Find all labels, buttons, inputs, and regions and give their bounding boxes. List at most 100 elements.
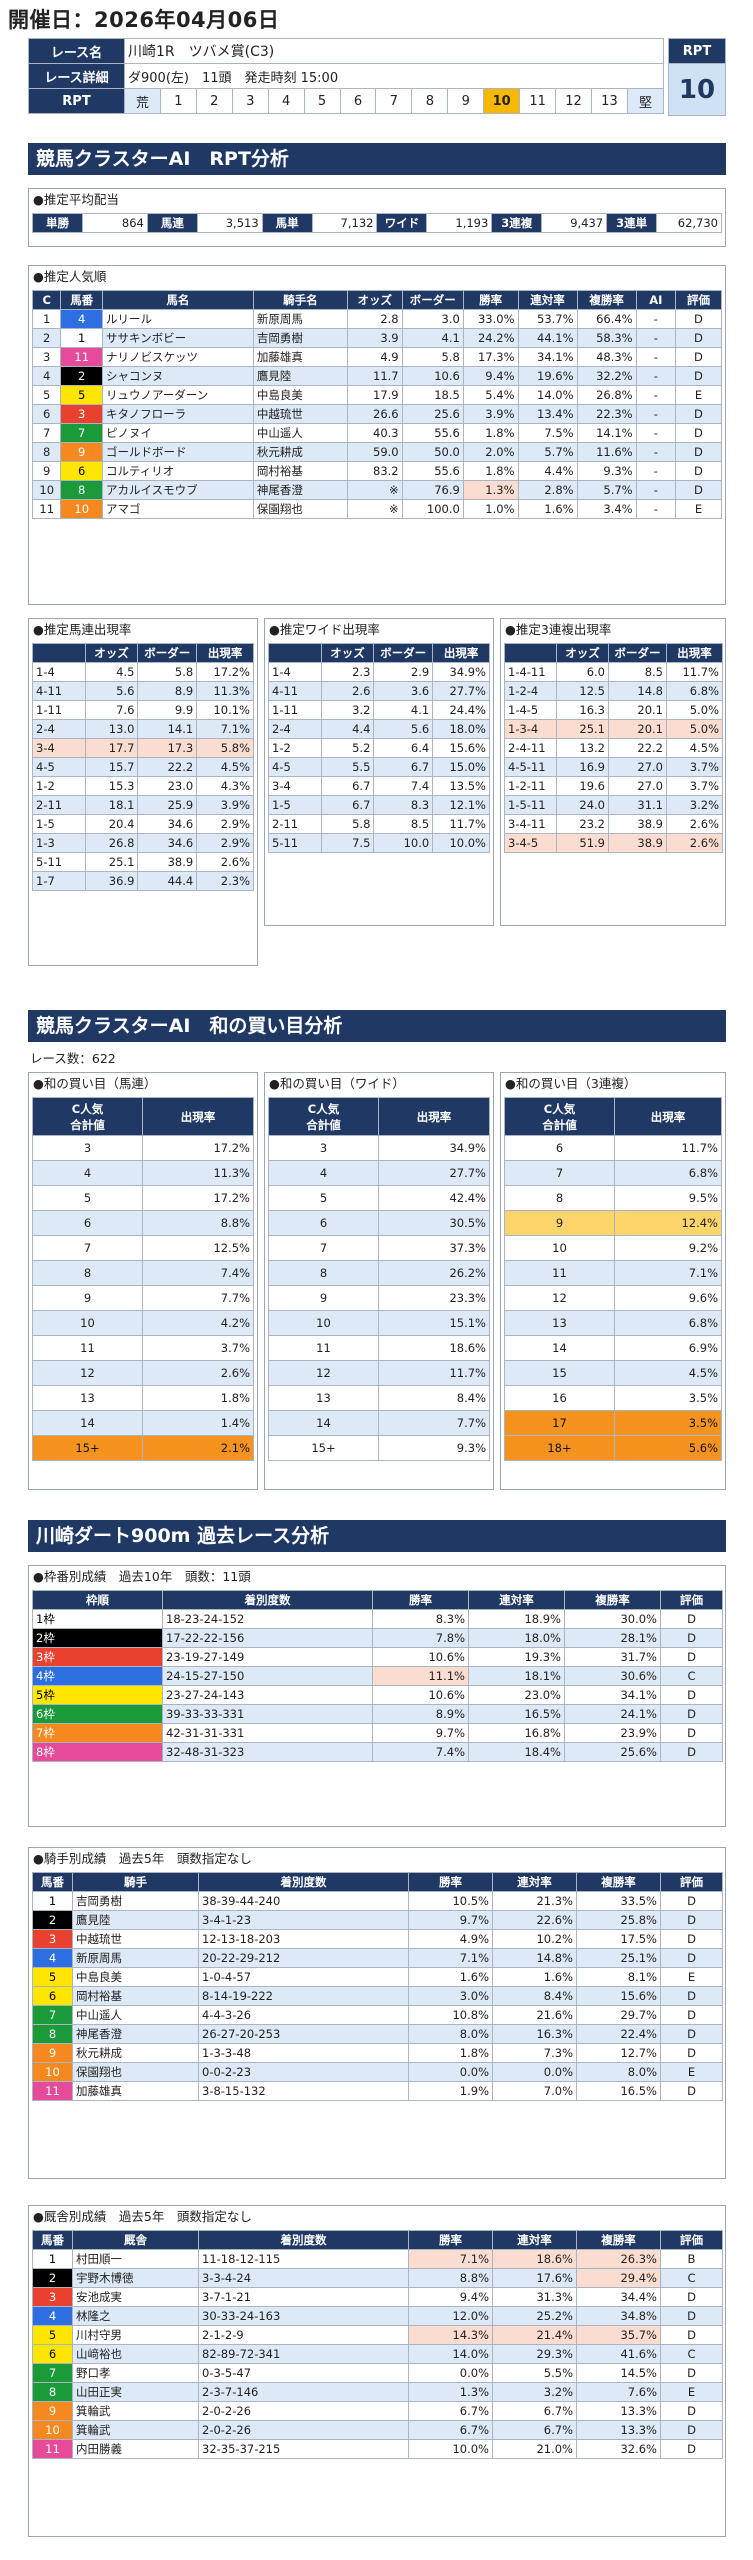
- table-cell: 1-3-4: [504, 719, 557, 739]
- table-cell: 23.0: [137, 776, 198, 796]
- table-cell: 25.6%: [564, 1742, 661, 1762]
- column-header: 着別度数: [162, 1590, 373, 1610]
- table-cell: D: [660, 1609, 723, 1629]
- table-cell: 37.3%: [378, 1235, 490, 1261]
- table-cell: 12: [32, 1360, 143, 1386]
- table-cell: 岡村裕基: [252, 461, 348, 481]
- table-row: 7 6.8%: [504, 1160, 722, 1186]
- table-cell: 6: [32, 1210, 143, 1236]
- column-header: ボーダー: [373, 643, 434, 663]
- table-cell: 8: [268, 1260, 379, 1286]
- table-cell: 野口孝: [72, 2363, 199, 2383]
- table-cell: 83.2: [346, 461, 403, 481]
- table-cell: 42.4%: [378, 1185, 490, 1211]
- table-cell: 2-11: [268, 814, 322, 834]
- table-cell: D: [660, 2005, 723, 2025]
- table-row: 6 11.7%: [504, 1135, 722, 1161]
- table-row: 7 7 ピノヌイ 中山遥人 40.3 55.6 1.8% 7.5% 14.1% - D: [31, 423, 723, 443]
- table-row: 5 川村守男 2-1-2-9 14.3% 21.4% 35.7% D: [32, 2325, 723, 2345]
- table-row: 1-11 3.2 4.1 24.4%: [268, 700, 490, 720]
- table-row: 4-11 5.6 8.9 11.3%: [32, 681, 254, 701]
- table-cell: 6: [504, 1135, 615, 1161]
- table-cell: 18.4%: [468, 1742, 565, 1762]
- table-cell: 山﨑裕也: [72, 2344, 199, 2364]
- table-cell: D: [660, 2401, 723, 2421]
- table-cell: 11: [32, 2439, 73, 2459]
- table-cell: -: [635, 328, 676, 348]
- table-cell: 1-4: [32, 662, 86, 682]
- column-header: 勝率: [408, 1872, 493, 1892]
- table-cell: 0.0%: [492, 2062, 577, 2082]
- table-cell: 7.7%: [378, 1410, 490, 1436]
- table-cell: 8.0%: [576, 2062, 661, 2082]
- table-cell: 内田勝義: [72, 2439, 199, 2459]
- table-cell: 吉岡勇樹: [252, 328, 348, 348]
- column-header: 馬番: [32, 2230, 73, 2250]
- table-row: 13 8.4%: [268, 1385, 490, 1411]
- table-cell: 22.2: [137, 757, 198, 777]
- table-cell: 6.0: [556, 662, 609, 682]
- column-header: 馬番: [32, 1872, 73, 1892]
- table-cell: 34.6: [137, 814, 198, 834]
- table-cell: 1-7: [32, 871, 86, 891]
- table-row: 1-7 36.9 44.4 2.3%: [32, 871, 254, 891]
- column-header: 複勝率: [576, 2230, 661, 2250]
- jockey-box: ●騎手別成績 過去5年 頭数指定なし 馬番 騎手 着別度数 勝率 連対率 複勝率 評価 1 吉岡…: [28, 1847, 726, 2179]
- table-cell: 2.6%: [666, 814, 723, 834]
- table-row: 11 10 アマゴ 保園翔也 ※ 100.0 1.0% 1.6% 3.4% - E: [31, 499, 723, 519]
- table-cell: 0.0%: [408, 2062, 493, 2082]
- table-cell: 27.7%: [378, 1160, 490, 1186]
- table-row: 1-4-5 16.3 20.1 5.0%: [504, 700, 723, 720]
- payout-value: 1,193: [426, 213, 493, 233]
- table-cell: リュウノアーダーン: [101, 385, 254, 405]
- table-cell: -: [635, 423, 676, 443]
- table-row: 4-5-11 16.9 27.0 3.7%: [504, 757, 723, 777]
- table-cell: 4.9%: [408, 1929, 493, 1949]
- column-header: 複勝率: [576, 1872, 661, 1892]
- table-cell: 6: [60, 461, 103, 481]
- table-cell: 7.8%: [372, 1628, 469, 1648]
- table-cell: 3-4-5: [504, 833, 557, 853]
- table-row: 7 12.5%: [32, 1235, 254, 1261]
- table-cell: 8.0%: [408, 2024, 493, 2044]
- table-cell: 12.7%: [576, 2043, 661, 2063]
- column-header: 出現率: [196, 643, 254, 663]
- table-cell: 4: [32, 1948, 73, 1968]
- column-header: オッズ: [84, 643, 139, 663]
- table-cell: 11: [504, 1260, 615, 1286]
- table-cell: 3-4: [268, 776, 322, 796]
- payout-value: 7,132: [311, 213, 378, 233]
- table-cell: 17.3: [137, 738, 198, 758]
- table-cell: 0.0%: [408, 2363, 493, 2383]
- table-cell: 1-2-4: [504, 681, 557, 701]
- column-header: 評価: [660, 1872, 723, 1892]
- table-row: 2-4-11 13.2 22.2 4.5%: [504, 738, 723, 758]
- table-cell: 24-15-27-150: [162, 1666, 373, 1686]
- table-cell: 8-14-19-222: [198, 1986, 409, 2006]
- table-cell: 16.3: [556, 700, 609, 720]
- table-row: 15 4.5%: [504, 1360, 722, 1386]
- table-cell: 1.8%: [408, 2043, 493, 2063]
- table-cell: 4.5%: [196, 757, 254, 777]
- sum-umaren-box: ●和の買い目（馬連） C人気 合計値 出現率 3 17.2% 4 11.3% 5 17.2% 6 8…: [28, 1072, 258, 1490]
- table-cell: 29.3%: [492, 2344, 577, 2364]
- table-row: 9 12.4%: [504, 1210, 722, 1236]
- table-row: 1 吉岡勇樹 38-39-44-240 10.5% 21.3% 33.5% D: [32, 1891, 723, 1911]
- column-header: オッズ: [346, 290, 403, 310]
- table-cell: 23-19-27-149: [162, 1647, 373, 1667]
- table-cell: 9.6%: [614, 1285, 722, 1311]
- table-cell: 14.5%: [576, 2363, 661, 2383]
- table-cell: 3: [268, 1135, 379, 1161]
- table-cell: 8.3: [373, 795, 434, 815]
- table-cell: 5: [32, 1185, 143, 1211]
- table-cell: 30.5%: [378, 1210, 490, 1236]
- table-row: 8 山田正実 2-3-7-146 1.3% 3.2% 7.6% E: [32, 2382, 723, 2402]
- table-row: 3-4 17.7 17.3 5.8%: [32, 738, 254, 758]
- table-row: 9 6 コルティリオ 岡村裕基 83.2 55.6 1.8% 4.4% 9.3% - D: [31, 461, 723, 481]
- table-row: 4-11 2.6 3.6 27.7%: [268, 681, 490, 701]
- table-cell: 27.0: [608, 757, 667, 777]
- table-cell: 28.1%: [564, 1628, 661, 1648]
- column-header: 勝率: [372, 1590, 469, 1610]
- table-row: 3 17.2%: [32, 1135, 254, 1161]
- table-cell: 1-11: [32, 700, 86, 720]
